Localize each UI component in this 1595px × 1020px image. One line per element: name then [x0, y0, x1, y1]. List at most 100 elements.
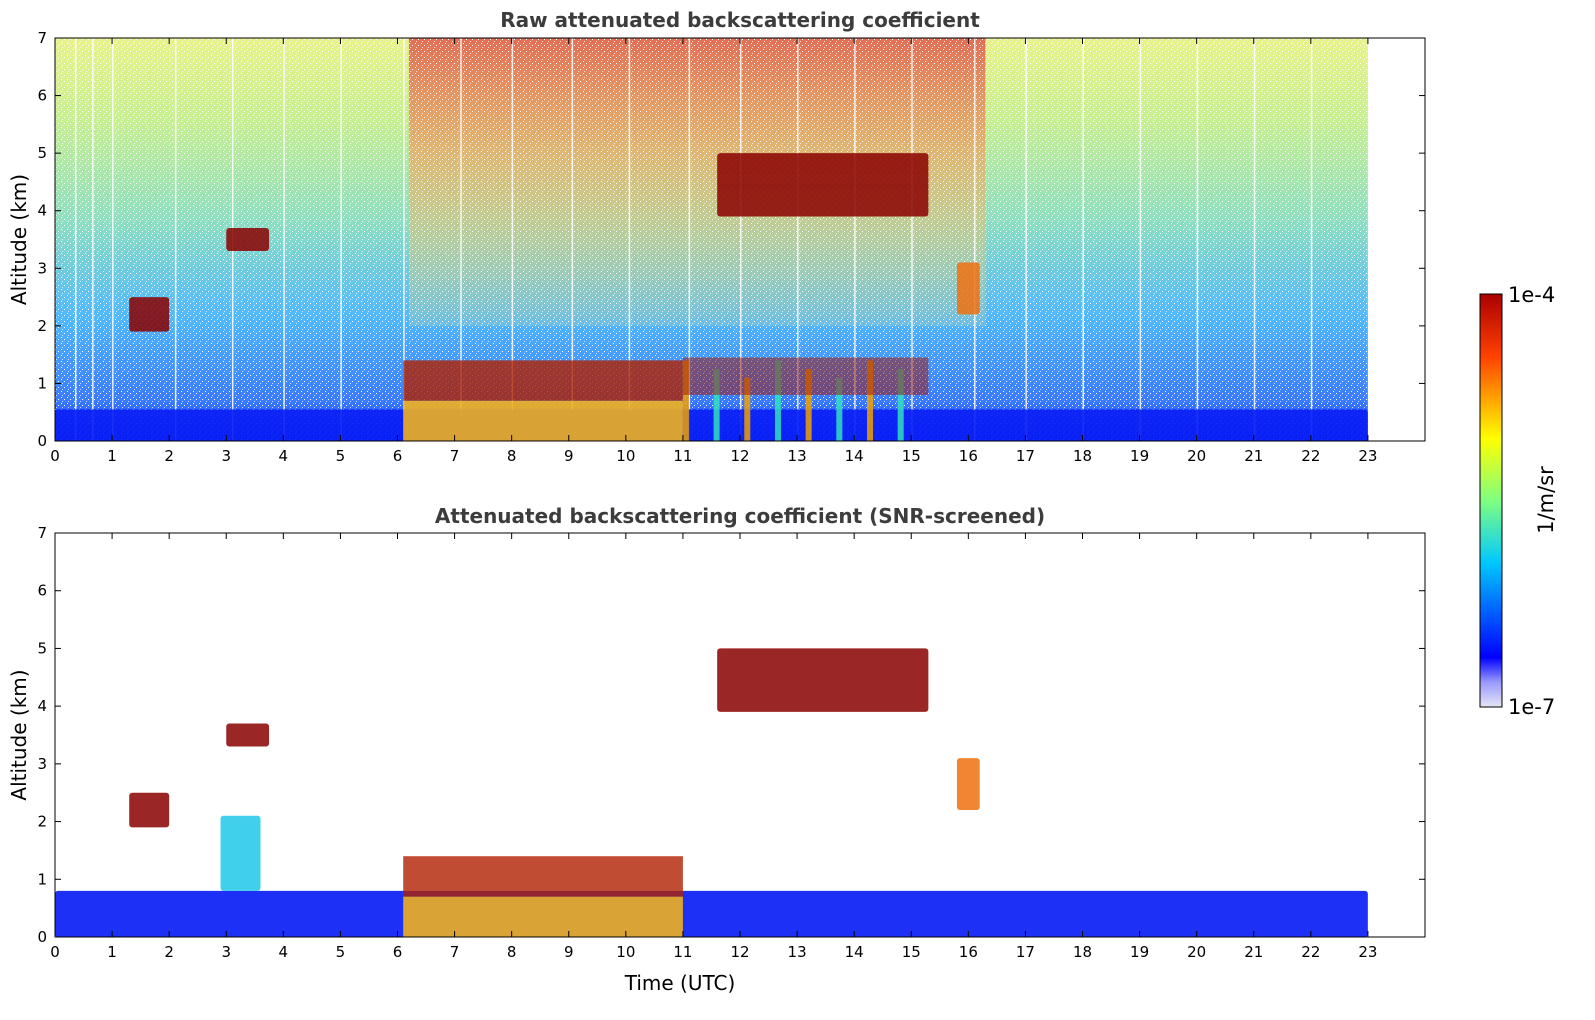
feature-1 — [403, 856, 683, 897]
x-tick-label: 18 — [1073, 447, 1092, 465]
y-tick-label: 7 — [37, 524, 47, 542]
data-gap-7 — [403, 38, 405, 441]
x-tick-label: 4 — [279, 447, 289, 465]
chart-title: Raw attenuated backscattering coefficien… — [500, 8, 980, 32]
data-gap-13 — [740, 38, 742, 441]
y-tick-label: 0 — [37, 432, 47, 450]
x-tick-label: 6 — [393, 447, 403, 465]
data-gap-6 — [340, 38, 342, 441]
feature-1-base — [403, 896, 683, 937]
colorbar-min-label: 1e-7 — [1508, 695, 1555, 719]
x-tick-label: 9 — [564, 943, 574, 961]
x-tick-label: 11 — [673, 943, 692, 961]
feature-6-column-2 — [744, 377, 751, 441]
x-tick-label: 21 — [1244, 943, 1263, 961]
y-tick-label: 2 — [37, 813, 47, 831]
colorbar-unit-label: 1/m/sr — [1534, 466, 1558, 534]
chart-panel-2: Attenuated backscattering coefficient (S… — [7, 504, 1426, 995]
x-tick-label: 19 — [1130, 447, 1149, 465]
x-tick-label: 14 — [845, 943, 864, 961]
x-tick-label: 13 — [788, 447, 807, 465]
no-data-region — [1367, 38, 1425, 441]
colorbar-gradient — [1479, 293, 1503, 708]
x-tick-label: 13 — [788, 943, 807, 961]
x-tick-label: 9 — [564, 447, 574, 465]
x-tick-label: 20 — [1187, 447, 1206, 465]
chart-panel-1: Raw attenuated backscattering coefficien… — [7, 8, 1426, 465]
data-gap-3 — [174, 38, 177, 441]
data-gap-0 — [74, 38, 77, 441]
y-tick-label: 1 — [37, 374, 47, 392]
feature-1 — [403, 360, 683, 401]
x-tick-label: 14 — [845, 447, 864, 465]
data-gap-17 — [974, 38, 976, 441]
x-tick-label: 2 — [164, 447, 174, 465]
y-axis-label: Altitude (km) — [7, 174, 31, 305]
data-gap-2 — [112, 38, 114, 441]
y-tick-label: 4 — [37, 697, 47, 715]
x-tick-label: 0 — [50, 943, 60, 961]
x-tick-label: 10 — [616, 943, 635, 961]
no-data-region — [1367, 533, 1425, 937]
colorbar-max-label: 1e-4 — [1508, 283, 1555, 307]
x-tick-label: 2 — [164, 943, 174, 961]
data-gap-19 — [1082, 38, 1084, 441]
colorbar: 1e-4 1e-7 1/m/sr — [1479, 283, 1558, 719]
x-tick-label: 3 — [221, 447, 231, 465]
x-tick-label: 1 — [107, 943, 117, 961]
x-tick-label: 0 — [50, 447, 60, 465]
data-gap-12 — [688, 38, 691, 441]
x-tick-label: 16 — [959, 943, 978, 961]
data-gap-11 — [628, 38, 631, 441]
x-tick-label: 21 — [1244, 447, 1263, 465]
y-axis-label: Altitude (km) — [7, 669, 31, 800]
data-gap-10 — [571, 38, 574, 441]
y-tick-label: 5 — [37, 639, 47, 657]
x-tick-label: 5 — [336, 943, 346, 961]
x-tick-label: 17 — [1016, 943, 1035, 961]
feature-4 — [226, 723, 270, 747]
x-tick-label: 7 — [450, 943, 460, 961]
data-gap-5 — [283, 38, 285, 441]
x-tick-label: 19 — [1130, 943, 1149, 961]
feature-6-column-0 — [682, 360, 689, 441]
data-gap-18 — [1025, 38, 1027, 441]
x-tick-label: 4 — [279, 943, 289, 961]
x-tick-label: 8 — [507, 943, 517, 961]
x-tick-label: 12 — [730, 943, 749, 961]
chart-title: Attenuated backscattering coefficient (S… — [435, 504, 1045, 528]
data-gap-20 — [1139, 38, 1142, 441]
feature-3 — [226, 227, 270, 252]
x-axis-label: Time (UTC) — [624, 971, 736, 995]
feature-5 — [717, 648, 929, 712]
y-tick-label: 6 — [37, 582, 47, 600]
x-tick-label: 23 — [1358, 943, 1377, 961]
y-tick-label: 7 — [37, 29, 47, 47]
x-tick-label: 15 — [902, 943, 921, 961]
data-gap-22 — [1253, 38, 1256, 441]
y-tick-label: 1 — [37, 870, 47, 888]
data-gap-14 — [797, 38, 799, 441]
feature-6 — [682, 357, 929, 395]
feature-5 — [956, 262, 980, 315]
feature-3 — [129, 792, 170, 828]
y-tick-label: 2 — [37, 317, 47, 335]
y-tick-label: 3 — [37, 259, 47, 277]
feature-2 — [129, 297, 170, 332]
y-tick-label: 6 — [37, 87, 47, 105]
x-tick-label: 7 — [450, 447, 460, 465]
data-gap-1 — [92, 38, 94, 441]
feature-6-column-6 — [867, 360, 874, 441]
x-tick-label: 8 — [507, 447, 517, 465]
x-tick-label: 5 — [336, 447, 346, 465]
data-gap-23 — [1310, 38, 1313, 441]
data-gap-15 — [854, 38, 856, 441]
x-tick-label: 11 — [673, 447, 692, 465]
feature-6-column-1 — [713, 369, 720, 441]
data-gap-8 — [460, 38, 462, 441]
y-tick-label: 5 — [37, 144, 47, 162]
data-gap-21 — [1196, 38, 1199, 441]
feature-0 — [55, 409, 1368, 441]
x-tick-label: 22 — [1301, 943, 1320, 961]
